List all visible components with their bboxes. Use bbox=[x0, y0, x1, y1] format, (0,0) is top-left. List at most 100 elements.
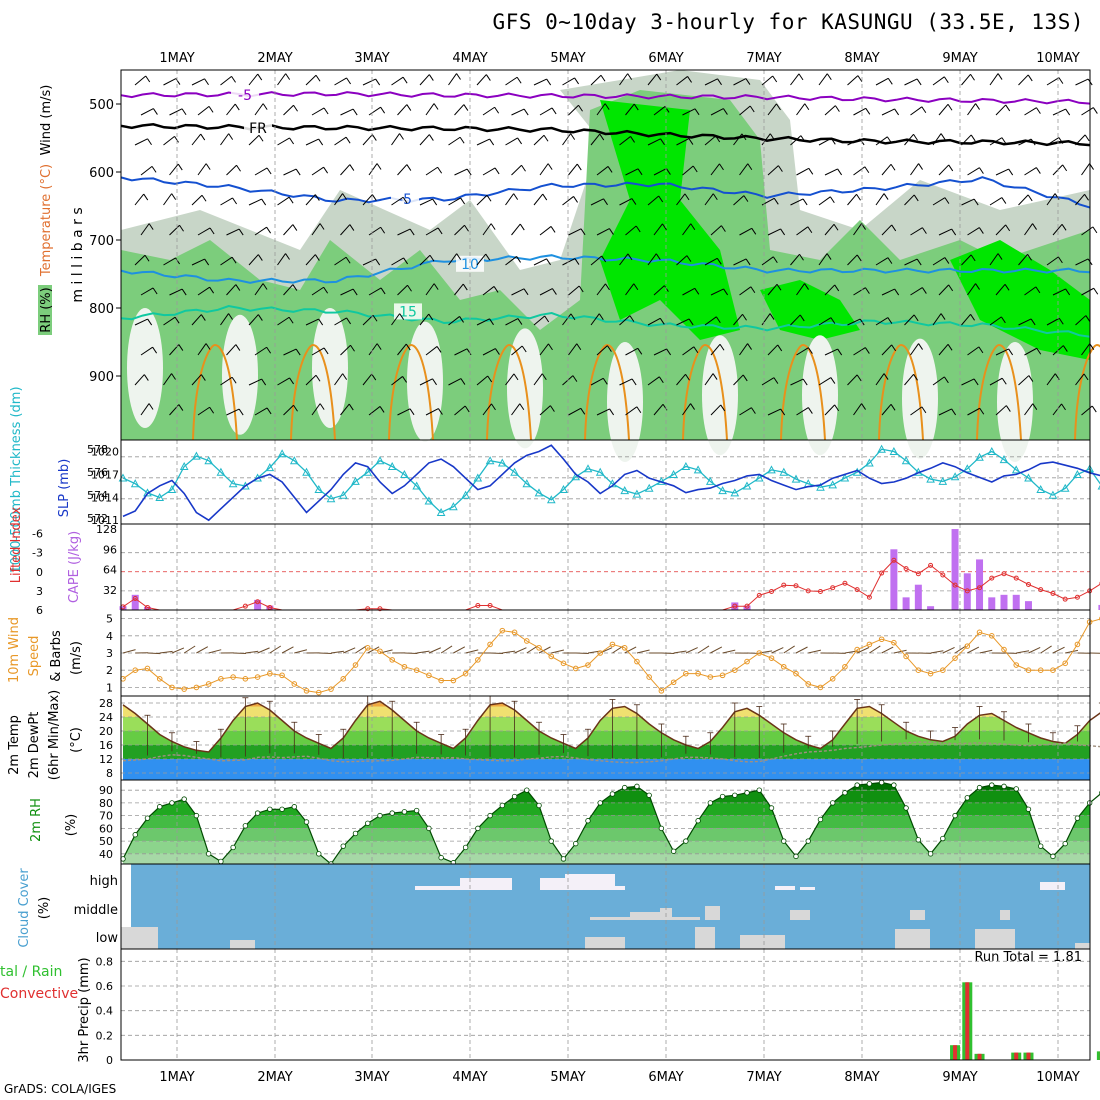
wind-speed-point bbox=[817, 684, 824, 691]
wind-barb-flag bbox=[720, 404, 726, 412]
wind-barb bbox=[767, 103, 777, 116]
rh-point bbox=[279, 806, 285, 812]
wind-barb-flag bbox=[171, 373, 176, 380]
rh-point bbox=[781, 838, 787, 844]
wind-barb bbox=[311, 286, 324, 296]
wind-barb-flag bbox=[405, 343, 411, 351]
wind-barb-flag bbox=[833, 224, 839, 231]
warm-contour bbox=[192, 343, 238, 441]
thickness-point bbox=[277, 449, 287, 458]
wind-barb-flag bbox=[573, 196, 578, 203]
slp-tick-label: 1011 bbox=[91, 514, 119, 527]
rh-point bbox=[989, 782, 995, 788]
thickness-point bbox=[167, 484, 177, 493]
wind-speed-point bbox=[940, 667, 946, 674]
slp-axis-label: SLP (mb) bbox=[57, 459, 72, 518]
wind-barb bbox=[425, 227, 439, 236]
temp-band bbox=[123, 731, 1090, 745]
rh-tick-label: 70 bbox=[99, 810, 113, 823]
wind-barb-flag bbox=[519, 223, 525, 231]
wind-barb bbox=[1024, 223, 1033, 236]
surface-wind-barb bbox=[881, 646, 894, 654]
lifted-index-point bbox=[781, 582, 787, 588]
rh-dry-pocket bbox=[127, 308, 163, 428]
wind-barb bbox=[596, 103, 606, 116]
wind-barb-flag bbox=[266, 407, 272, 415]
wind-barb-flag bbox=[459, 136, 465, 144]
thickness-point bbox=[705, 476, 715, 485]
wind-barb-flag bbox=[891, 224, 897, 232]
wind-barb-flag bbox=[179, 224, 184, 232]
wind-barb bbox=[448, 73, 457, 86]
wind-barb-flag bbox=[578, 104, 583, 112]
wind-barb-flag bbox=[200, 133, 206, 141]
wind-barb-flag bbox=[1065, 288, 1071, 296]
precip-tick-label: 0.6 bbox=[96, 980, 114, 993]
rh-point bbox=[732, 792, 738, 798]
wind-barb bbox=[511, 164, 522, 176]
wind-barb bbox=[277, 137, 290, 146]
wind-barb bbox=[790, 314, 801, 326]
temp-line bbox=[122, 700, 1100, 753]
wind-barb-flag bbox=[289, 137, 295, 145]
wind-speed-point bbox=[719, 672, 726, 679]
wind-speed-point bbox=[695, 670, 701, 677]
rh-point bbox=[303, 819, 310, 825]
cape-bar bbox=[914, 584, 922, 610]
wind-barb-flag bbox=[890, 404, 896, 411]
wind-barb-flag bbox=[349, 164, 355, 171]
wind-barb bbox=[248, 73, 259, 86]
contour-label: 15 bbox=[399, 304, 417, 320]
wind-barb bbox=[134, 75, 147, 86]
wind-barb bbox=[653, 223, 663, 236]
rh-point bbox=[634, 783, 640, 790]
surface-wind-barb bbox=[269, 645, 282, 654]
top-day-label: 4MAY bbox=[452, 51, 487, 66]
wind-barb bbox=[824, 105, 836, 116]
wind-speed-point bbox=[303, 688, 310, 694]
bottom-day-label: 4MAY bbox=[452, 1070, 487, 1085]
top-day-label: 1MAY bbox=[159, 51, 194, 66]
li-tick-label: -3 bbox=[32, 547, 43, 560]
wind-barb bbox=[539, 163, 549, 176]
wind-barb bbox=[568, 285, 580, 296]
cape-tick-label: 64 bbox=[103, 564, 117, 577]
wind-barb-flag bbox=[285, 253, 290, 260]
wind-barb-flag bbox=[428, 74, 434, 81]
wind-barb-flag bbox=[485, 74, 491, 81]
bottom-day-label: 5MAY bbox=[550, 1070, 585, 1085]
wind-barb bbox=[248, 378, 262, 386]
wind-barb-flag bbox=[609, 408, 615, 416]
wind-barb bbox=[995, 348, 1009, 356]
wind-barb-flag bbox=[719, 163, 724, 171]
temp-tick-label: 28 bbox=[99, 697, 113, 710]
wind-barb bbox=[140, 403, 150, 416]
wind-barb-flag bbox=[428, 313, 434, 321]
wind-barb bbox=[938, 408, 952, 416]
rh-point bbox=[438, 854, 444, 861]
rh-dry-pocket bbox=[312, 308, 348, 428]
wind-barb-flag bbox=[236, 164, 241, 172]
surface-wind-barb bbox=[404, 652, 418, 655]
wind-barb bbox=[967, 283, 976, 296]
wind-barb bbox=[961, 198, 975, 206]
surface-wind-barb bbox=[685, 647, 698, 654]
wind-barb bbox=[739, 105, 751, 116]
wind-barb bbox=[904, 78, 918, 86]
wind-barb bbox=[1052, 403, 1062, 416]
wind-barb bbox=[818, 377, 832, 386]
lifted-index-point bbox=[830, 585, 836, 591]
wind-barb-flag bbox=[486, 194, 492, 202]
wind-barb-flag bbox=[637, 168, 643, 176]
wind-barb-flag bbox=[943, 76, 949, 84]
thickness-point bbox=[767, 465, 776, 474]
wind-barb-flag bbox=[205, 343, 211, 350]
rh-point bbox=[878, 779, 885, 786]
wind-speed-point bbox=[609, 641, 616, 648]
wind-barb-flag bbox=[807, 407, 813, 414]
temp-tick-label: 24 bbox=[99, 711, 113, 724]
wind-barb bbox=[1081, 287, 1095, 296]
wind-barb-flag bbox=[660, 138, 665, 146]
wind-barb-flag bbox=[517, 137, 523, 145]
wind-barb bbox=[505, 137, 518, 146]
